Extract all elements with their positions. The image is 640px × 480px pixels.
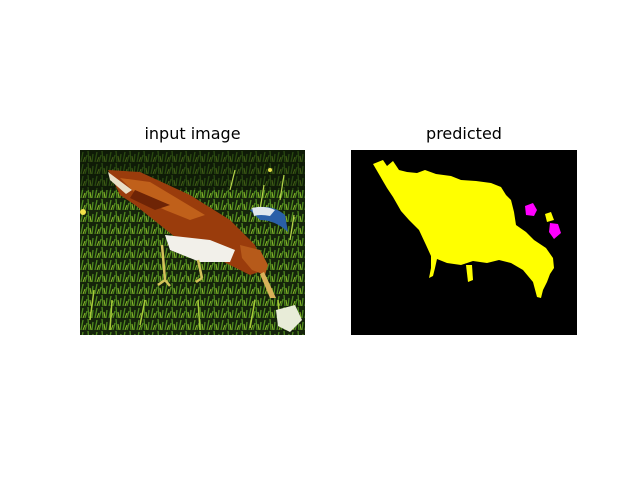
predicted-mask	[351, 150, 577, 335]
object-mask-region	[525, 203, 537, 216]
segmentation-mask	[351, 150, 577, 335]
bird-beak	[260, 272, 276, 298]
bird-leg	[157, 244, 171, 287]
leg-mask-region	[466, 265, 473, 282]
predicted-title: predicted	[426, 124, 502, 143]
bird-head	[240, 245, 268, 275]
bird-photo	[80, 150, 305, 335]
bird-mask-region	[373, 160, 554, 298]
bird-leg	[195, 259, 204, 284]
input-image	[80, 150, 305, 335]
input-image-title: input image	[144, 124, 241, 143]
object-mask-region	[549, 223, 561, 239]
bird-breast	[165, 235, 235, 262]
